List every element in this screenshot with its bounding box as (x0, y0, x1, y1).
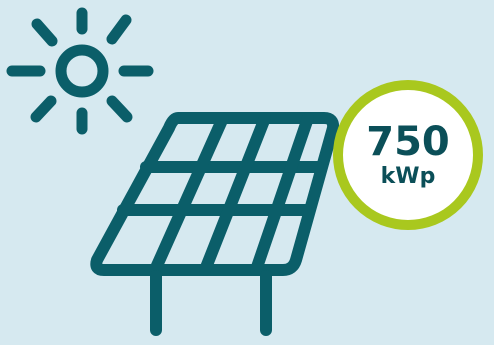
solar-panel-icon (90, 112, 340, 336)
capacity-value: 750 (366, 119, 450, 165)
sun-icon (6, 7, 154, 135)
capacity-badge: 750 kWp (333, 80, 483, 230)
capacity-unit: kWp (380, 164, 436, 189)
